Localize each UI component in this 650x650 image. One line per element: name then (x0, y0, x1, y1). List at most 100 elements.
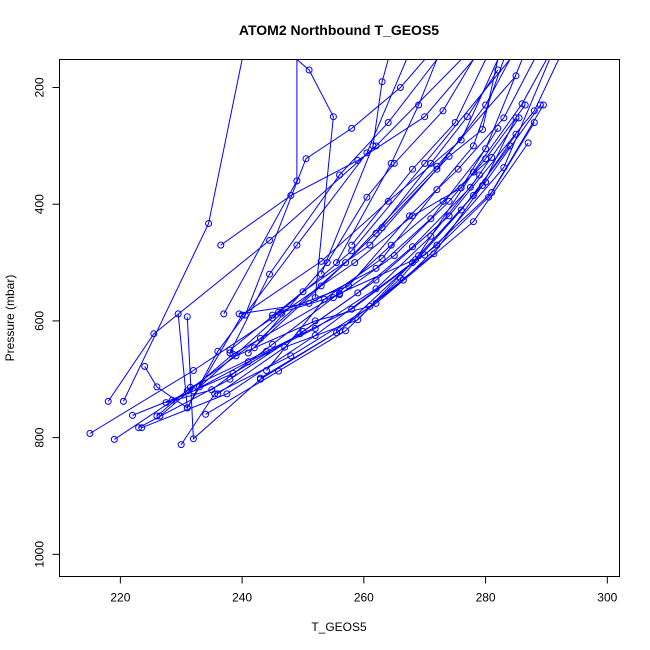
series-26 (202, 142, 514, 418)
data-point (366, 302, 374, 310)
series-line (180, 142, 529, 445)
series-line (107, 59, 462, 402)
data-point (466, 183, 474, 191)
data-point (320, 295, 328, 303)
series-3 (104, 59, 462, 405)
data-point (293, 177, 301, 185)
data-point (220, 310, 228, 318)
series-line (114, 75, 517, 440)
data-point (524, 139, 532, 147)
data-point (421, 113, 429, 121)
y-tick-label: 1000 (33, 541, 47, 568)
series-10 (183, 101, 547, 443)
data-point (384, 197, 392, 205)
data-point (479, 126, 486, 133)
series-11 (141, 59, 407, 412)
data-point (104, 397, 112, 405)
series-line (171, 117, 520, 401)
data-point (354, 289, 362, 297)
series-line (375, 69, 499, 234)
data-point (269, 340, 276, 348)
data-point (317, 282, 325, 290)
data-point (205, 220, 213, 227)
series-line (122, 59, 243, 402)
data-point (415, 101, 423, 109)
series-22 (263, 59, 505, 374)
data-point (521, 101, 529, 109)
series-line (138, 59, 560, 429)
data-point (302, 155, 310, 163)
series-line (296, 59, 334, 298)
series-line (89, 59, 511, 434)
data-point (445, 197, 453, 205)
series-line (244, 59, 426, 316)
data-point (409, 212, 416, 220)
data-point (494, 66, 502, 74)
data-point (363, 193, 371, 201)
data-point (336, 171, 343, 179)
data-point (263, 367, 270, 374)
data-point (287, 352, 295, 360)
data-point (86, 430, 94, 437)
data-point (275, 367, 283, 375)
data-point (372, 285, 380, 293)
chart-title: ATOM2 Northbound T_GEOS5 (239, 22, 439, 38)
data-point (457, 206, 465, 214)
data-point (333, 259, 340, 267)
data-point (208, 386, 216, 394)
data-point (202, 410, 210, 418)
series-line (141, 104, 541, 429)
data-point (433, 186, 441, 194)
data-point (174, 310, 182, 318)
data-point (110, 435, 118, 443)
data-point (226, 346, 234, 354)
data-point (500, 114, 508, 122)
series-line (220, 59, 474, 246)
x-tick-label: 260 (354, 591, 374, 605)
y-axis-label: Pressure (mbar) (3, 275, 17, 362)
x-tick-label: 240 (232, 591, 252, 605)
series-30 (129, 171, 483, 419)
series-line (229, 59, 438, 354)
y-tick-label: 600 (33, 311, 47, 331)
data-point (482, 155, 490, 163)
data-point (342, 259, 350, 267)
data-point (372, 229, 380, 237)
data-point (299, 288, 307, 296)
data-point (229, 369, 237, 377)
data-point (387, 241, 395, 249)
plot-area (86, 59, 560, 449)
data-point (244, 349, 252, 357)
data-point (168, 396, 176, 404)
series-4 (119, 59, 243, 405)
data-point (518, 100, 526, 108)
data-point (396, 274, 404, 282)
series-line (260, 59, 547, 379)
series-line (336, 59, 438, 263)
data-point (409, 243, 416, 251)
data-point (223, 390, 231, 398)
series-line (177, 59, 499, 410)
series-20 (235, 59, 523, 318)
series-28 (244, 59, 499, 357)
data-point (138, 424, 146, 432)
data-point (135, 424, 143, 432)
data-point (485, 193, 493, 201)
data-point (433, 165, 441, 173)
data-point (451, 119, 459, 126)
data-point (250, 344, 258, 352)
x-axis-label: T_GEOS5 (311, 620, 367, 634)
data-point (369, 142, 377, 150)
data-point (469, 142, 477, 150)
data-point (232, 352, 240, 360)
series-16 (241, 59, 426, 319)
data-point (342, 327, 350, 335)
data-point (119, 397, 127, 405)
series-line (351, 59, 487, 246)
data-point (512, 72, 520, 80)
data-point (214, 390, 222, 398)
data-point (311, 325, 319, 332)
data-point (336, 291, 343, 299)
data-point (183, 313, 191, 321)
